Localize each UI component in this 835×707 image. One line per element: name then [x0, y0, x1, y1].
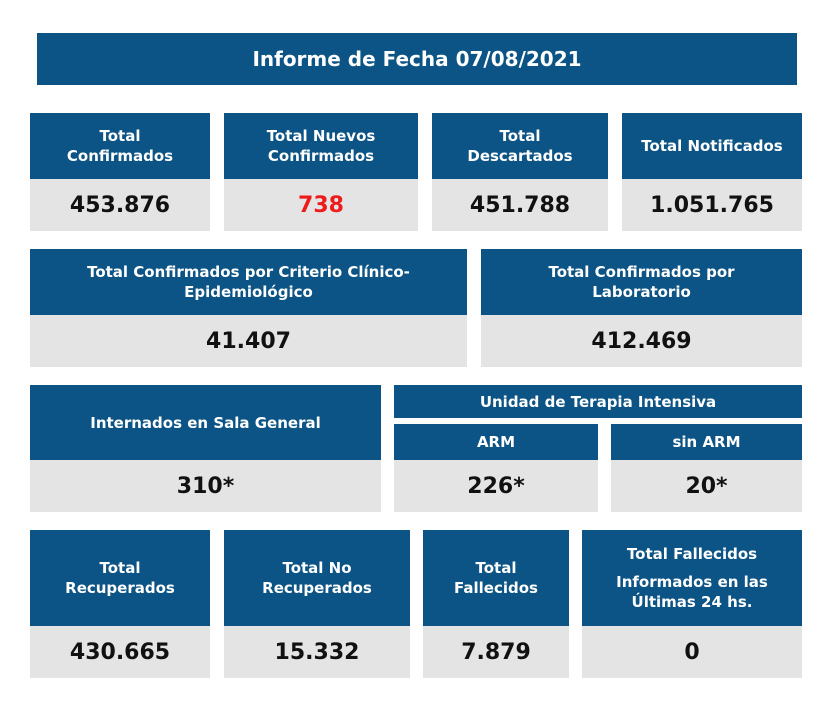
card-label: Fallecidos [454, 579, 538, 597]
card-header: Total Descartados [432, 113, 608, 179]
card-label: Total Nuevos [266, 127, 376, 145]
card-label: Total [99, 127, 141, 145]
card-header: Total No Recuperados [224, 530, 410, 626]
card-label: Total [99, 559, 141, 577]
card-label: Confirmados [267, 147, 375, 165]
card-header: Total Nuevos Confirmados [224, 113, 418, 179]
card-label: Descartados [467, 147, 573, 165]
card-header: Total Confirmados por Laboratorio [481, 249, 802, 315]
card-label: Recuperados [65, 579, 175, 597]
card-label: Informados en las [616, 573, 768, 591]
card-value: 738 [224, 179, 418, 231]
card-value: 453.876 [30, 179, 210, 231]
card-label: Total Confirmados por Criterio Clínico- [87, 263, 410, 281]
card-label: Laboratorio [592, 283, 691, 301]
uti-arm-header: ARM [394, 424, 598, 460]
card-label: Total [475, 559, 517, 577]
card-value: 412.469 [481, 315, 802, 367]
card-label: Últimas 24 hs. [631, 593, 753, 611]
uti-sin-arm-header: sin ARM [611, 424, 802, 460]
report-title: Informe de Fecha 07/08/2021 [37, 33, 797, 85]
card-header: Total Notificados [622, 113, 802, 179]
uti-header: Unidad de Terapia Intensiva [394, 385, 802, 418]
card-header: Total Confirmados [30, 113, 210, 179]
card-label: Recuperados [262, 579, 372, 597]
uti-arm-value: 226* [394, 460, 598, 512]
uti-sin-arm-value: 20* [611, 460, 802, 512]
card-label: Total Fallecidos [626, 545, 758, 563]
card-header: Internados en Sala General [30, 385, 381, 460]
card-value: 310* [30, 460, 381, 512]
card-label: Total Notificados [641, 137, 783, 155]
card-label: Epidemiológico [184, 283, 313, 301]
card-value: 7.879 [423, 626, 569, 678]
card-value: 0 [582, 626, 802, 678]
card-header: Total Fallecidos Informados en las Últim… [582, 530, 802, 626]
card-value: 41.407 [30, 315, 467, 367]
card-header: Total Confirmados por Criterio Clínico- … [30, 249, 467, 315]
card-label: Total Confirmados por [548, 263, 735, 281]
card-header: Total Recuperados [30, 530, 210, 626]
card-value: 451.788 [432, 179, 608, 231]
card-value: 1.051.765 [622, 179, 802, 231]
card-label: Confirmados [66, 147, 174, 165]
card-label: Total No [282, 559, 352, 577]
card-label: Total [499, 127, 541, 145]
card-header: Total Fallecidos [423, 530, 569, 626]
card-value: 15.332 [224, 626, 410, 678]
card-value: 430.665 [30, 626, 210, 678]
